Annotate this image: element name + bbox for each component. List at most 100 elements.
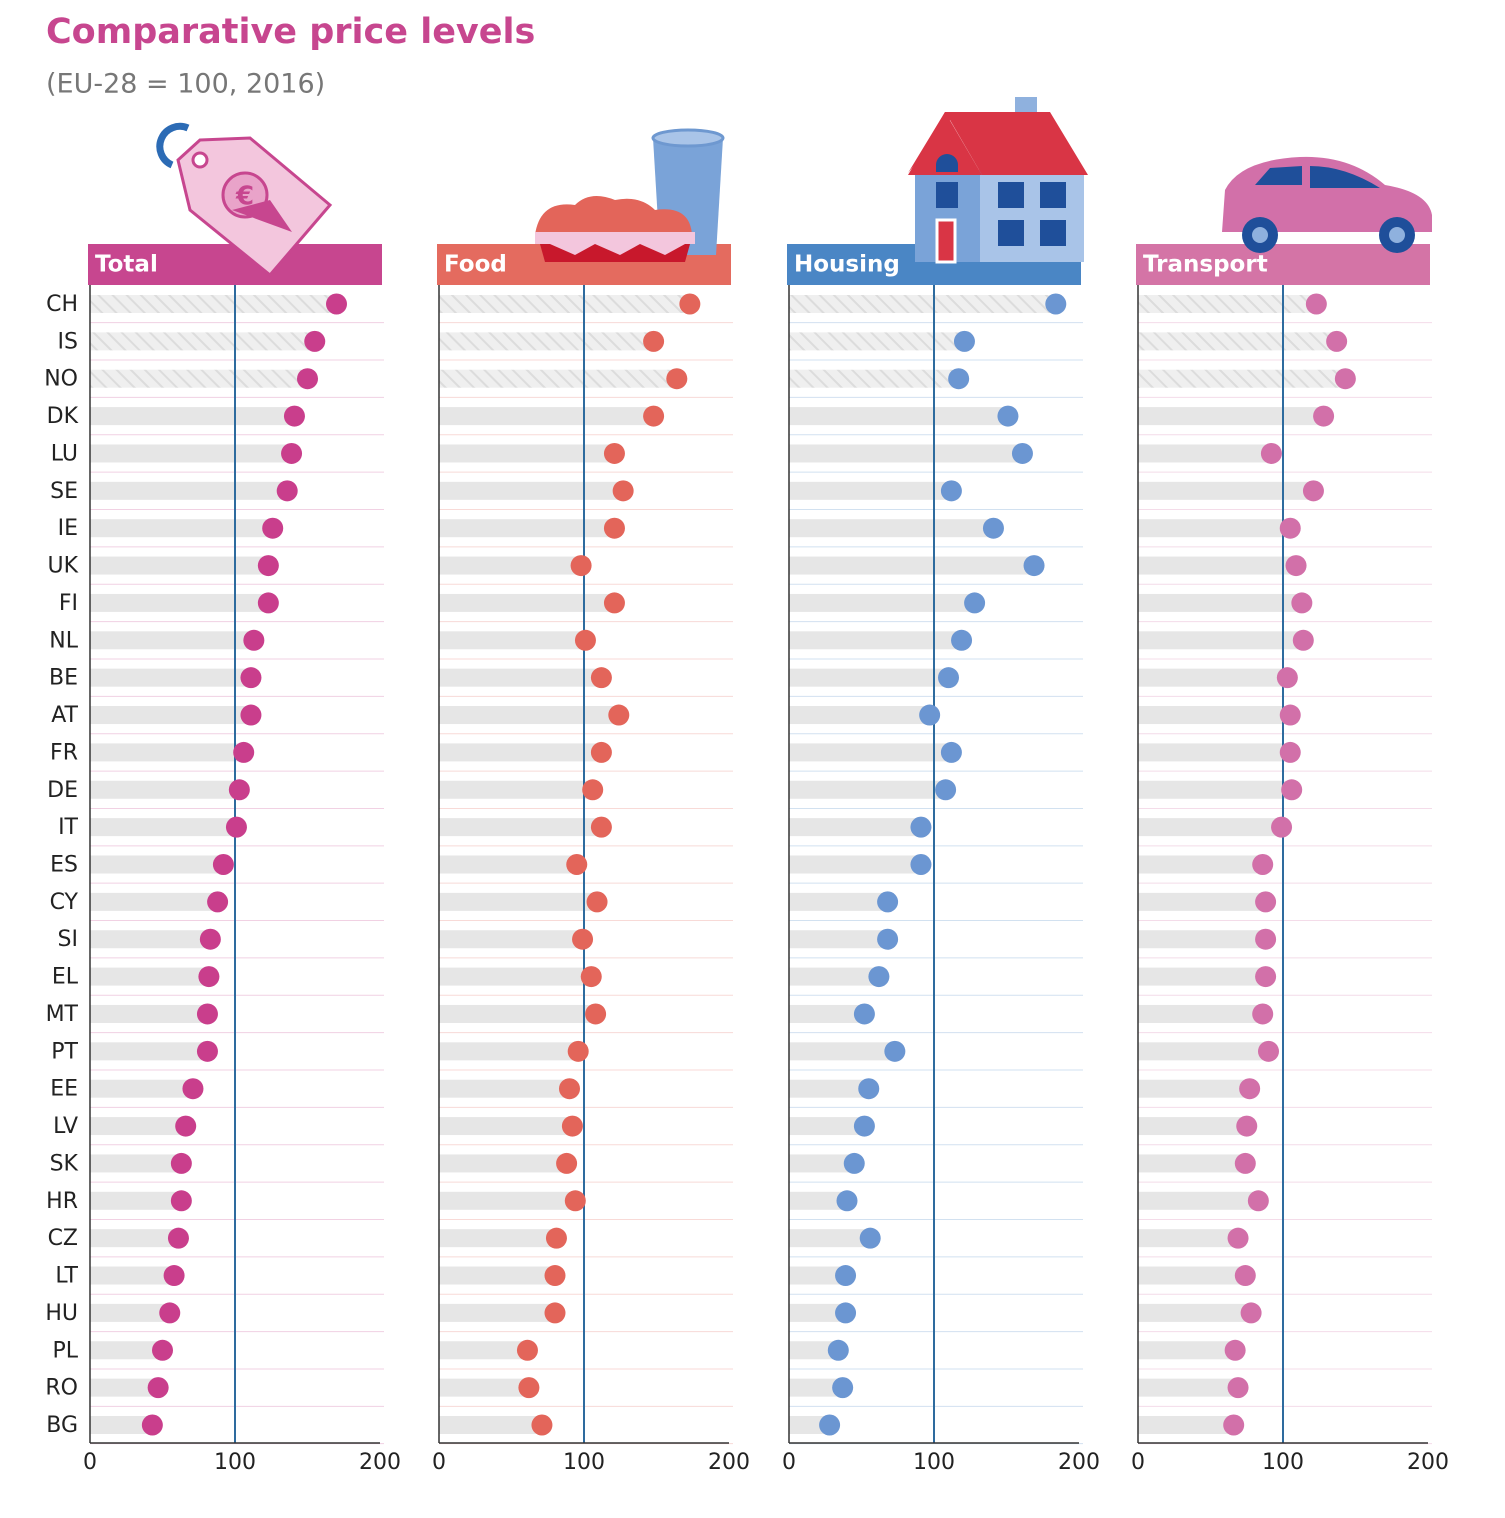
panel-title: Housing — [794, 252, 900, 278]
dot — [935, 779, 957, 801]
bar — [1138, 967, 1266, 986]
dot — [175, 1115, 197, 1137]
dot — [1302, 480, 1324, 502]
dot — [1239, 1078, 1261, 1100]
dot — [1279, 517, 1301, 539]
bar — [789, 1079, 869, 1098]
dot — [832, 1377, 854, 1399]
bar — [1138, 1341, 1236, 1360]
bar — [1138, 1416, 1234, 1434]
dot — [603, 517, 625, 539]
dot — [262, 517, 284, 539]
dot — [835, 1302, 857, 1324]
dot — [859, 1227, 881, 1249]
bar — [90, 818, 237, 837]
dot — [666, 368, 688, 390]
food-icon — [535, 128, 725, 262]
x-tick-label: 100 — [563, 1450, 605, 1475]
dot — [544, 1265, 566, 1287]
dot — [953, 330, 975, 352]
dot — [276, 480, 298, 502]
bar — [1138, 1117, 1247, 1136]
dot — [590, 816, 612, 838]
bar — [789, 295, 1056, 313]
price-tag-icon: € — [156, 122, 333, 278]
dot — [1023, 555, 1045, 577]
bar — [439, 295, 690, 313]
bar — [439, 1079, 570, 1098]
panel-header — [88, 244, 382, 285]
bar — [439, 706, 619, 725]
category-label: DK — [47, 404, 79, 429]
dot — [1252, 1003, 1274, 1025]
dot — [196, 1040, 218, 1062]
panel-header — [1136, 244, 1430, 285]
category-label: EE — [50, 1077, 78, 1102]
bar — [439, 1341, 528, 1360]
bar — [1138, 1042, 1269, 1061]
dot — [948, 368, 970, 390]
bar — [90, 1266, 175, 1285]
dot — [240, 704, 262, 726]
bar — [90, 855, 224, 874]
dot — [159, 1302, 181, 1324]
dot — [940, 480, 962, 502]
dot — [163, 1265, 185, 1287]
bar — [1138, 556, 1297, 575]
category-label: BG — [46, 1413, 78, 1438]
bar — [439, 1154, 567, 1173]
bar — [789, 1191, 847, 1210]
dot — [243, 629, 265, 651]
category-label: RO — [45, 1376, 78, 1401]
bar — [90, 295, 337, 313]
bar — [1138, 1079, 1250, 1098]
category-label: HU — [45, 1301, 78, 1326]
bar — [439, 444, 615, 463]
bar — [1138, 369, 1346, 388]
x-tick-label: 200 — [359, 1450, 401, 1475]
dot — [819, 1414, 841, 1436]
bar — [439, 332, 654, 351]
dot — [884, 1040, 906, 1062]
dot — [207, 891, 229, 913]
bar — [439, 519, 615, 538]
bar — [439, 1303, 555, 1322]
dot — [679, 293, 701, 315]
bar — [90, 1004, 208, 1023]
dot — [827, 1339, 849, 1361]
category-label: MT — [46, 1002, 79, 1027]
house-icon — [908, 97, 1088, 264]
bar — [439, 780, 593, 799]
bar — [439, 892, 598, 911]
category-label: IS — [58, 329, 78, 354]
dot — [531, 1414, 553, 1436]
dot — [1240, 1302, 1262, 1324]
dot — [1247, 1190, 1269, 1212]
dot — [516, 1339, 538, 1361]
bar — [90, 444, 292, 463]
bar — [1138, 519, 1291, 538]
bar — [90, 1378, 159, 1397]
dot — [997, 405, 1019, 427]
car-icon — [1222, 156, 1432, 253]
bar — [789, 444, 1023, 463]
bar — [789, 369, 959, 388]
dot — [603, 592, 625, 614]
dot — [198, 966, 220, 988]
bar — [90, 1154, 182, 1173]
bar — [439, 818, 602, 837]
dot — [567, 1040, 589, 1062]
bar — [439, 1378, 529, 1397]
bar — [90, 1303, 170, 1322]
category-label: SI — [58, 927, 78, 952]
dot — [152, 1339, 173, 1361]
dot — [574, 629, 596, 651]
x-tick-label: 0 — [1131, 1450, 1145, 1475]
bar — [1138, 892, 1266, 911]
svg-text:€: € — [235, 182, 254, 212]
category-label: LT — [55, 1264, 78, 1289]
dot — [1011, 442, 1033, 464]
dot — [586, 891, 608, 913]
category-label: LU — [51, 441, 78, 466]
